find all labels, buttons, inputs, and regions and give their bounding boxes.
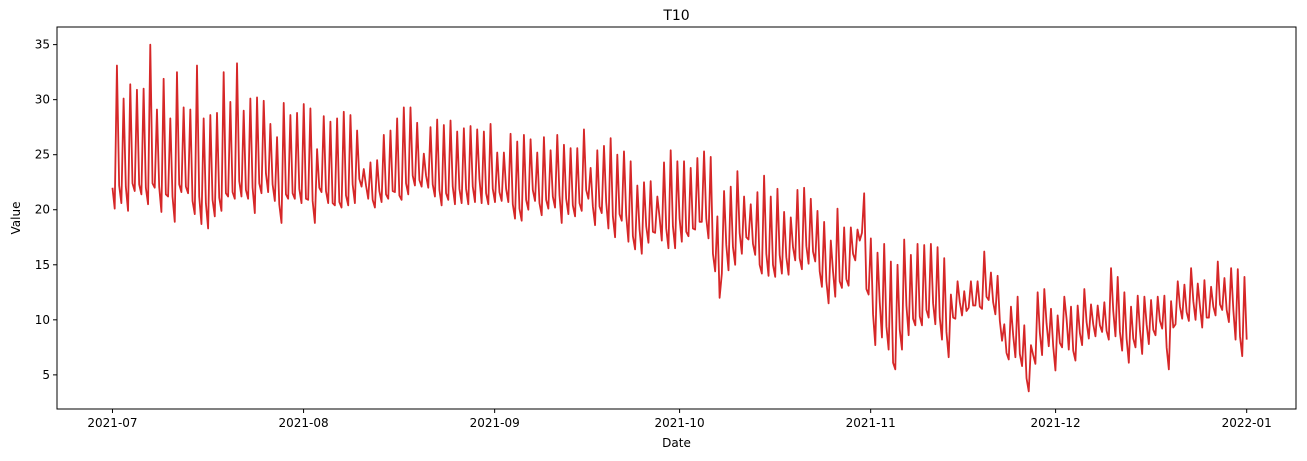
y-tick-label-2: 15 xyxy=(35,258,50,272)
x-tick-label-6: 2022-01 xyxy=(1222,416,1272,430)
plot-frame xyxy=(56,26,1297,410)
x-tick-label-0: 2021-07 xyxy=(87,416,137,430)
y-axis: 5 10 15 20 25 30 35 xyxy=(35,38,57,382)
y-tick-label-1: 10 xyxy=(35,313,50,327)
y-tick-label-4: 25 xyxy=(35,148,50,162)
y-tick-label-6: 35 xyxy=(35,38,50,52)
x-axis: 2021-07 2021-08 2021-09 2021-10 2021-11 2021-… xyxy=(87,409,1272,430)
chart-title: T10 xyxy=(662,8,689,24)
x-tick-label-4: 2021-11 xyxy=(846,416,896,430)
x-tick-label-1: 2021-08 xyxy=(278,416,328,430)
y-tick-label-3: 20 xyxy=(35,203,50,217)
x-tick-label-5: 2021-12 xyxy=(1031,416,1081,430)
series-line-0 xyxy=(111,43,1248,393)
y-tick-label-0: 5 xyxy=(42,368,50,382)
y-tick-label-5: 30 xyxy=(35,93,50,107)
y-axis-label: Value xyxy=(9,202,23,235)
x-tick-label-2: 2021-09 xyxy=(470,416,520,430)
x-tick-label-3: 2021-10 xyxy=(655,416,705,430)
x-axis-label: Date xyxy=(662,436,691,450)
series-layer xyxy=(111,43,1248,393)
